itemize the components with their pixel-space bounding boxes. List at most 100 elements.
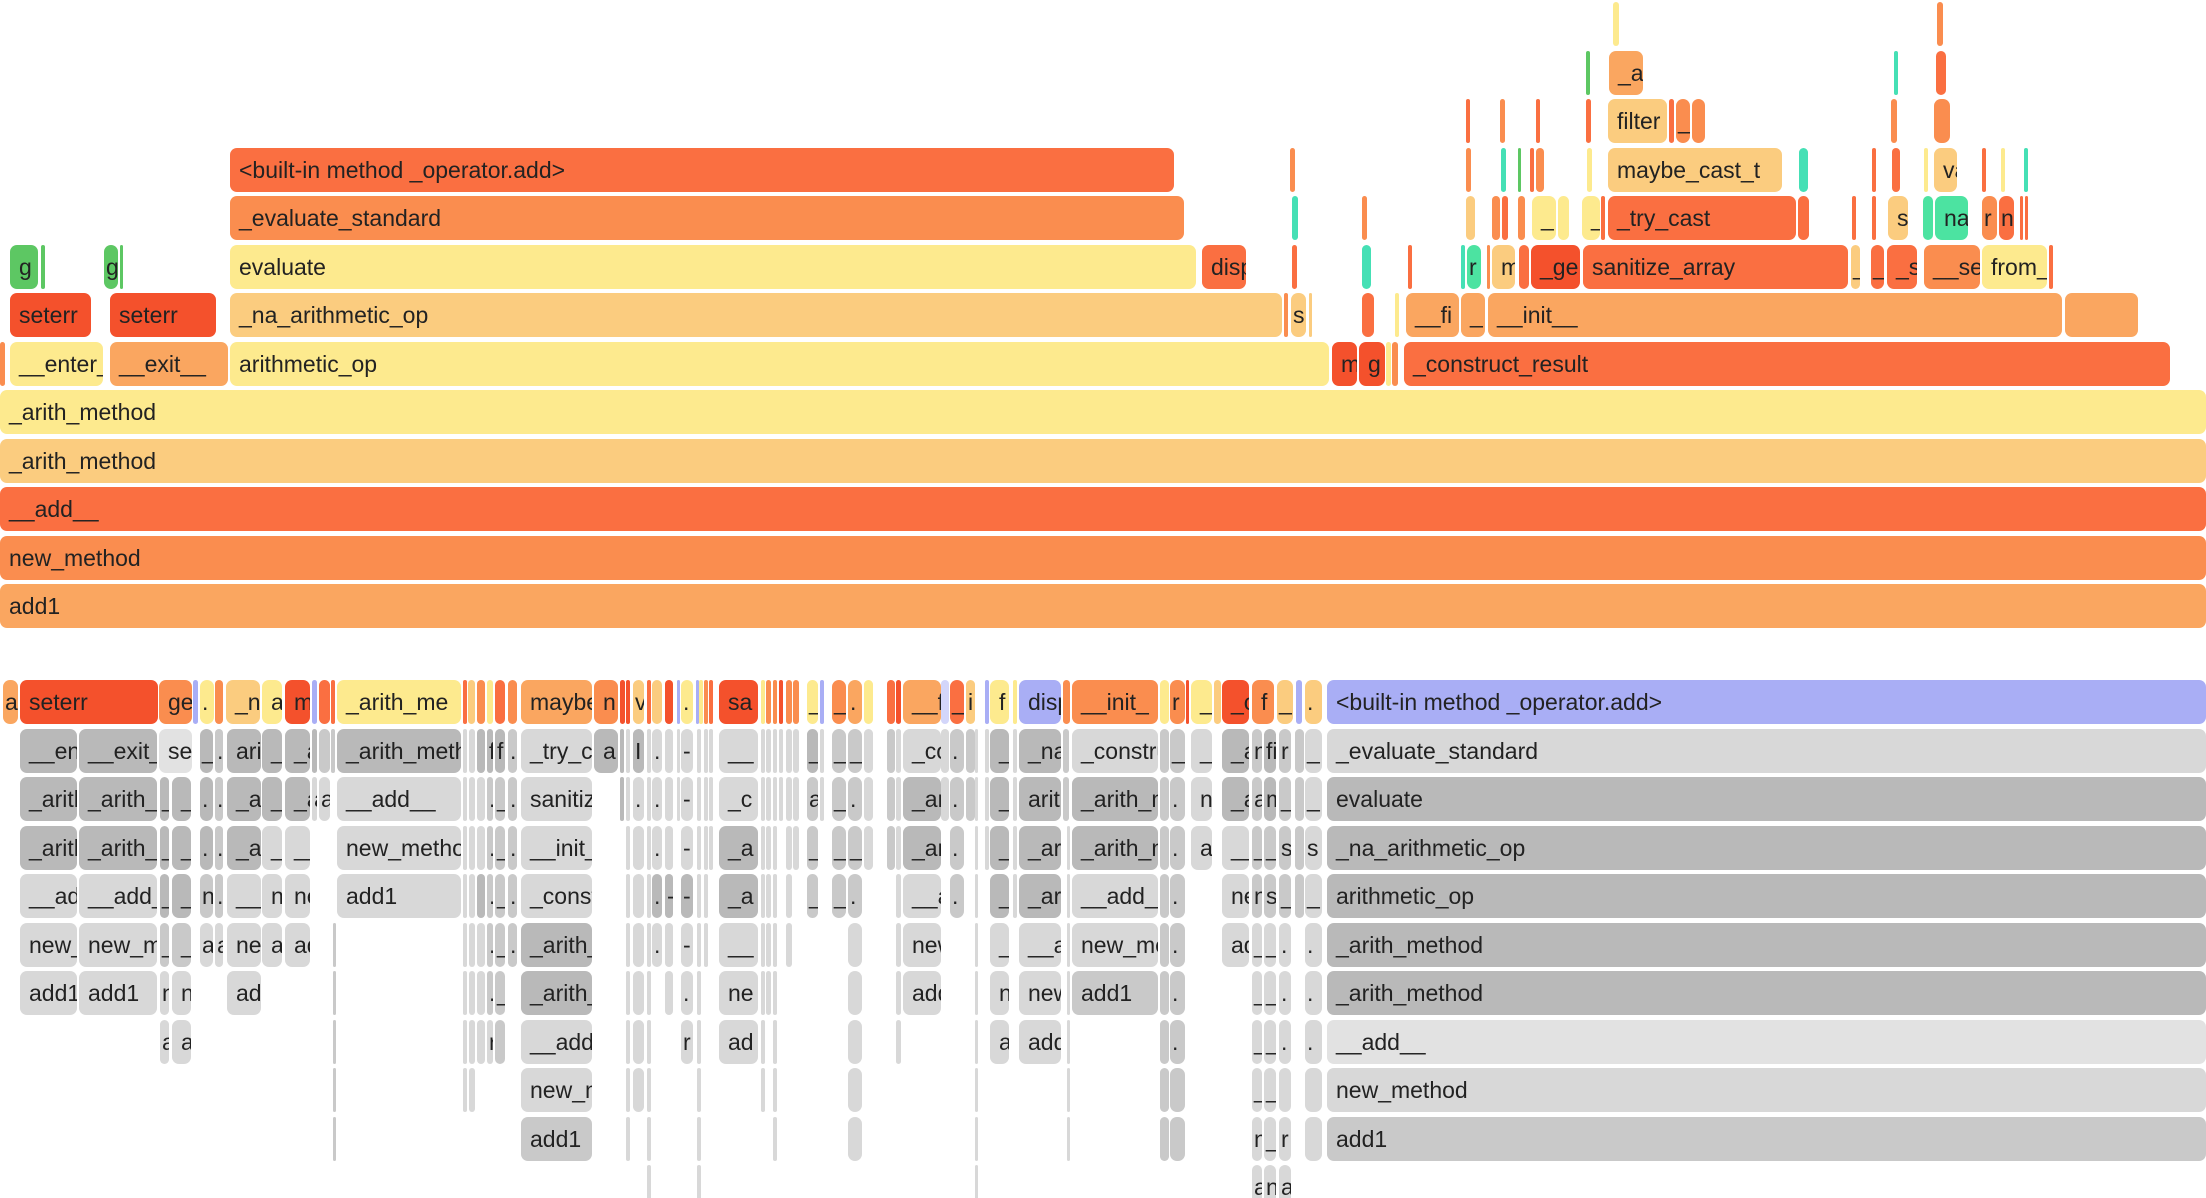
leaf-frame[interactable] (864, 680, 873, 724)
flame-frame[interactable] (1519, 244, 1529, 289)
caller-frame[interactable]: _ (1252, 1068, 1262, 1112)
caller-frame[interactable] (697, 1116, 701, 1161)
caller-frame[interactable] (704, 922, 708, 967)
caller-frame[interactable] (477, 825, 485, 870)
caller-frame[interactable]: _a (285, 777, 310, 821)
caller-frame[interactable]: - (681, 874, 693, 918)
flame-frame[interactable] (120, 244, 123, 289)
caller-frame[interactable] (697, 1068, 701, 1112)
caller-frame[interactable] (331, 728, 335, 773)
caller-frame[interactable]: _na_arithmetic_op (1327, 825, 2206, 870)
caller-frame[interactable]: _ (172, 825, 191, 870)
caller-frame[interactable]: fi (1264, 728, 1276, 773)
caller-frame[interactable] (469, 777, 475, 821)
flame-frame[interactable]: va (1934, 147, 1957, 192)
caller-frame[interactable] (1067, 1019, 1070, 1064)
caller-frame[interactable] (665, 825, 673, 870)
flame-frame[interactable]: _ (1582, 196, 1600, 240)
leaf-frame[interactable] (677, 680, 680, 724)
leaf-frame[interactable]: . (1305, 680, 1322, 724)
caller-frame[interactable] (864, 825, 873, 870)
caller-frame[interactable]: . (950, 825, 964, 870)
caller-frame[interactable]: ne (1222, 874, 1249, 918)
leaf-frame[interactable]: _ (1191, 680, 1212, 724)
flame-frame[interactable] (2049, 244, 2053, 289)
leaf-frame[interactable] (820, 680, 824, 724)
caller-frame[interactable] (626, 825, 630, 870)
leaf-frame[interactable]: f (990, 680, 1009, 724)
caller-frame[interactable] (1160, 1019, 1169, 1064)
caller-frame[interactable]: _arith_method (903, 825, 941, 870)
caller-frame[interactable] (975, 777, 978, 821)
caller-frame[interactable]: __enter__ (20, 728, 77, 773)
caller-frame[interactable]: n (1252, 874, 1262, 918)
caller-frame[interactable] (1295, 874, 1304, 918)
caller-frame[interactable]: _ (848, 825, 862, 870)
flame-frame[interactable] (1934, 99, 1950, 143)
flame-frame[interactable]: _ (1532, 196, 1556, 240)
caller-frame[interactable] (1013, 825, 1017, 870)
caller-frame[interactable] (469, 825, 475, 870)
caller-frame[interactable]: _a (1222, 777, 1249, 821)
caller-frame[interactable]: _ (172, 874, 191, 918)
caller-frame[interactable]: _a (1222, 728, 1249, 773)
leaf-frame[interactable] (696, 680, 699, 724)
caller-frame[interactable] (773, 922, 777, 967)
caller-frame[interactable] (766, 874, 771, 918)
flame-frame[interactable] (1669, 99, 1674, 143)
flame-frame[interactable] (1466, 99, 1470, 143)
caller-frame[interactable]: . (1279, 922, 1291, 967)
caller-frame[interactable]: _ (990, 922, 1009, 967)
caller-frame[interactable]: - (681, 777, 693, 821)
caller-frame[interactable]: . (487, 922, 493, 967)
caller-frame[interactable]: s (1279, 825, 1291, 870)
flame-frame[interactable] (1937, 2, 1943, 46)
flame-frame[interactable] (1502, 196, 1508, 240)
caller-frame[interactable]: _ (990, 728, 1009, 773)
caller-frame[interactable]: . (652, 922, 662, 967)
flame-frame[interactable] (1362, 293, 1374, 337)
caller-frame[interactable]: f (487, 728, 493, 773)
caller-frame[interactable] (773, 728, 777, 773)
caller-frame[interactable]: r (1279, 1116, 1291, 1161)
flame-frame[interactable] (1362, 244, 1371, 289)
caller-frame[interactable] (793, 825, 799, 870)
caller-frame[interactable]: _arith_method (521, 922, 592, 967)
caller-frame[interactable]: . (1170, 777, 1185, 821)
flame-frame[interactable] (1518, 196, 1525, 240)
caller-frame[interactable] (773, 971, 777, 1015)
caller-frame[interactable] (697, 971, 701, 1015)
caller-frame[interactable] (626, 971, 630, 1015)
caller-frame[interactable] (312, 728, 317, 773)
caller-frame[interactable] (633, 922, 644, 967)
flame-frame[interactable] (1692, 99, 1705, 143)
caller-frame[interactable] (626, 922, 630, 967)
caller-frame[interactable]: __ (719, 728, 758, 773)
flame-frame[interactable]: _arith_method (0, 390, 2206, 434)
caller-frame[interactable]: _arith_method (337, 728, 461, 773)
caller-frame[interactable]: _arith_method (1019, 874, 1061, 918)
caller-frame[interactable]: _ (1264, 1019, 1276, 1064)
caller-frame[interactable]: new_method (337, 825, 461, 870)
flame-frame[interactable] (2020, 196, 2023, 240)
flame-frame[interactable] (1466, 196, 1475, 240)
caller-frame[interactable] (1067, 874, 1070, 918)
caller-frame[interactable] (761, 874, 765, 918)
caller-frame[interactable]: _ (160, 825, 169, 870)
caller-frame[interactable]: _arith_method (79, 777, 157, 821)
flame-frame[interactable]: seterr (10, 293, 91, 337)
caller-frame[interactable] (704, 874, 708, 918)
caller-frame[interactable] (1279, 1068, 1291, 1112)
caller-frame[interactable] (469, 728, 475, 773)
leaf-frame[interactable] (468, 680, 475, 724)
caller-frame[interactable] (761, 728, 765, 773)
caller-frame[interactable] (633, 1019, 644, 1064)
caller-frame[interactable] (975, 1116, 978, 1161)
caller-frame[interactable] (647, 922, 651, 967)
caller-frame[interactable] (779, 777, 783, 821)
caller-frame[interactable]: s (1264, 874, 1276, 918)
caller-frame[interactable] (463, 728, 467, 773)
caller-frame[interactable]: _arith_method (20, 777, 77, 821)
flame-frame[interactable]: filter (1608, 99, 1667, 143)
caller-frame[interactable] (463, 825, 467, 870)
